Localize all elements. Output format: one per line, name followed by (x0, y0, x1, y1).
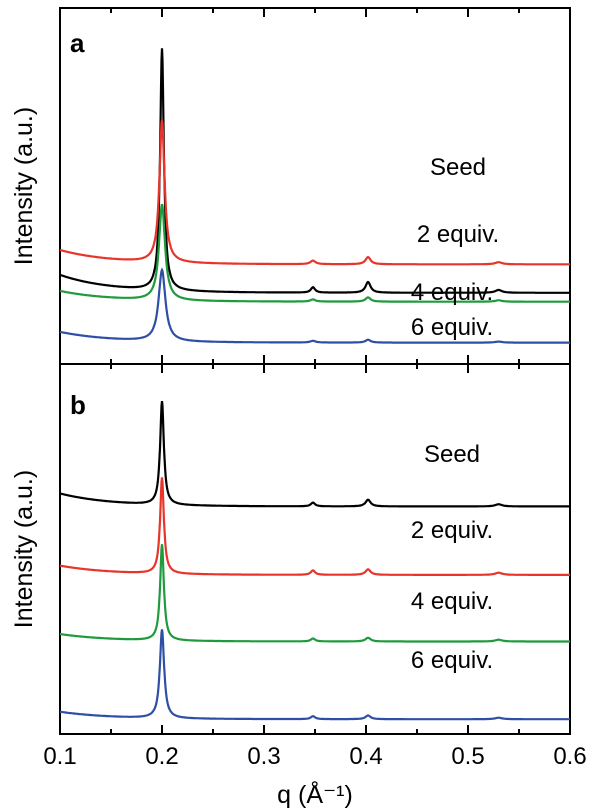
x-axis-label: q (Å⁻¹) (277, 779, 353, 809)
series-line-6-equiv (59, 629, 570, 721)
series-label: 2 equiv. (411, 517, 493, 544)
series-line-4-equiv (60, 544, 570, 643)
x-tick-label: 0.2 (145, 743, 178, 770)
panel-b-series-group (59, 400, 570, 721)
panel-a: a Intensity (a.u.) Seed 2 equiv. 4 equiv. 6… (10, 7, 571, 365)
panel-b: b Intensity (a.u.) Seed 2 equiv. 4 equiv. 6… (10, 363, 587, 809)
series-label: Seed (430, 154, 486, 181)
panel-b-legend: Seed 2 equiv. 4 equiv. 6 equiv. (411, 441, 493, 674)
series-label: 4 equiv. (411, 279, 493, 306)
x-tick-label: 0.6 (553, 743, 586, 770)
panel-a-frame (59, 7, 571, 365)
series-label: Seed (424, 441, 480, 468)
series-label: 6 equiv. (411, 647, 493, 674)
series-line-2-equiv (59, 119, 570, 266)
series-label: 6 equiv. (411, 314, 493, 341)
panel-b-frame (59, 363, 571, 735)
x-tick-labels: 0.1 0.2 0.3 0.4 0.5 0.6 (43, 743, 586, 770)
series-line-seed (59, 48, 570, 294)
panel-b-ylabel: Intensity (a.u.) (10, 470, 38, 628)
series-label: 4 equiv. (411, 588, 493, 615)
series-label: 2 equiv. (417, 221, 499, 248)
x-tick-label: 0.4 (349, 743, 382, 770)
x-tick-label: 0.1 (43, 743, 76, 770)
series-line-6-equiv (59, 267, 570, 344)
panel-a-ticks (59, 8, 571, 364)
panel-a-label: a (70, 28, 85, 58)
x-tick-label: 0.3 (247, 743, 280, 770)
panel-a-series-group (59, 48, 570, 344)
panel-b-ticks (59, 364, 571, 734)
panel-a-legend: Seed 2 equiv. 4 equiv. 6 equiv. (411, 154, 499, 341)
series-line-4-equiv (59, 203, 570, 303)
series-line-seed (59, 400, 570, 508)
panel-a-ylabel: Intensity (a.u.) (10, 107, 38, 265)
panel-b-label: b (70, 390, 86, 420)
series-line-2-equiv (59, 477, 570, 576)
x-tick-label: 0.5 (451, 743, 484, 770)
